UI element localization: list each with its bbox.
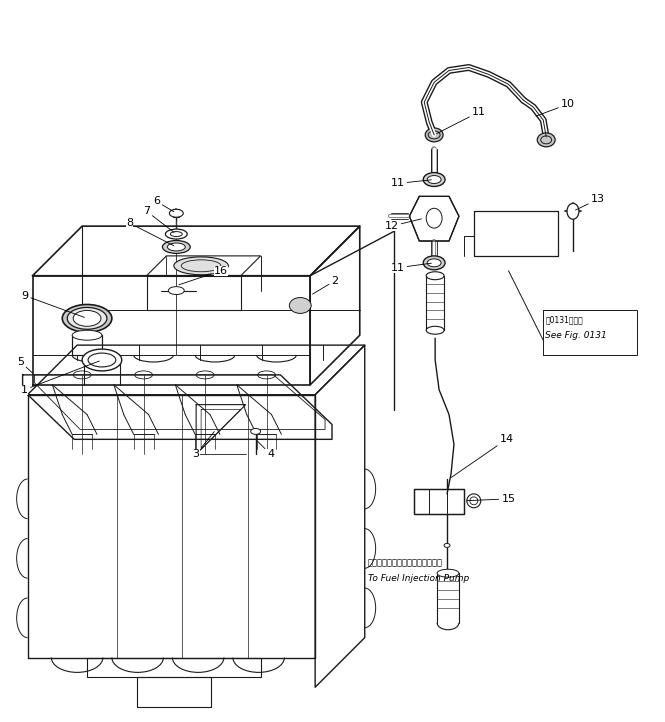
Polygon shape <box>410 196 459 241</box>
Ellipse shape <box>427 259 441 267</box>
Text: 1: 1 <box>21 361 99 395</box>
Text: 8: 8 <box>126 218 174 245</box>
Text: To Fuel Injection Pump: To Fuel Injection Pump <box>368 574 469 583</box>
Text: 11: 11 <box>390 263 432 273</box>
Text: 16: 16 <box>179 266 228 284</box>
Ellipse shape <box>425 128 443 142</box>
Ellipse shape <box>67 308 107 329</box>
Text: 11: 11 <box>390 178 432 188</box>
Ellipse shape <box>168 287 184 295</box>
Text: 6: 6 <box>153 196 174 212</box>
Text: 5: 5 <box>17 357 33 373</box>
Ellipse shape <box>467 494 481 508</box>
Ellipse shape <box>63 305 112 332</box>
Ellipse shape <box>423 173 445 186</box>
Ellipse shape <box>162 240 190 253</box>
Text: See Fig. 0131: See Fig. 0131 <box>545 331 607 340</box>
Ellipse shape <box>168 243 186 251</box>
Text: 3: 3 <box>193 432 214 459</box>
Ellipse shape <box>170 209 184 217</box>
Ellipse shape <box>289 297 311 313</box>
Text: 2: 2 <box>313 276 338 294</box>
Text: 10: 10 <box>536 99 575 116</box>
Ellipse shape <box>567 204 579 219</box>
Text: 9: 9 <box>21 290 84 318</box>
Polygon shape <box>72 335 102 355</box>
Ellipse shape <box>423 256 445 270</box>
Ellipse shape <box>426 271 444 279</box>
Text: 15: 15 <box>467 494 515 504</box>
Text: 7: 7 <box>143 206 174 232</box>
Ellipse shape <box>537 133 555 147</box>
Text: 12: 12 <box>384 219 422 231</box>
Ellipse shape <box>251 428 261 435</box>
Ellipse shape <box>444 544 450 547</box>
Ellipse shape <box>72 330 102 340</box>
Ellipse shape <box>427 175 441 183</box>
Text: フェルインジェクションポンプへ: フェルインジェクションポンプへ <box>368 559 443 567</box>
Text: 14: 14 <box>452 435 513 477</box>
Ellipse shape <box>73 310 101 326</box>
Text: 11: 11 <box>437 107 485 134</box>
Text: 第0131図参照: 第0131図参照 <box>545 316 583 325</box>
Ellipse shape <box>174 257 228 275</box>
Ellipse shape <box>166 229 188 239</box>
Text: 4: 4 <box>257 441 274 459</box>
Text: 13: 13 <box>575 194 604 210</box>
Ellipse shape <box>82 349 122 371</box>
Ellipse shape <box>426 326 444 334</box>
Polygon shape <box>414 489 464 514</box>
Ellipse shape <box>437 569 459 577</box>
Ellipse shape <box>426 208 442 228</box>
